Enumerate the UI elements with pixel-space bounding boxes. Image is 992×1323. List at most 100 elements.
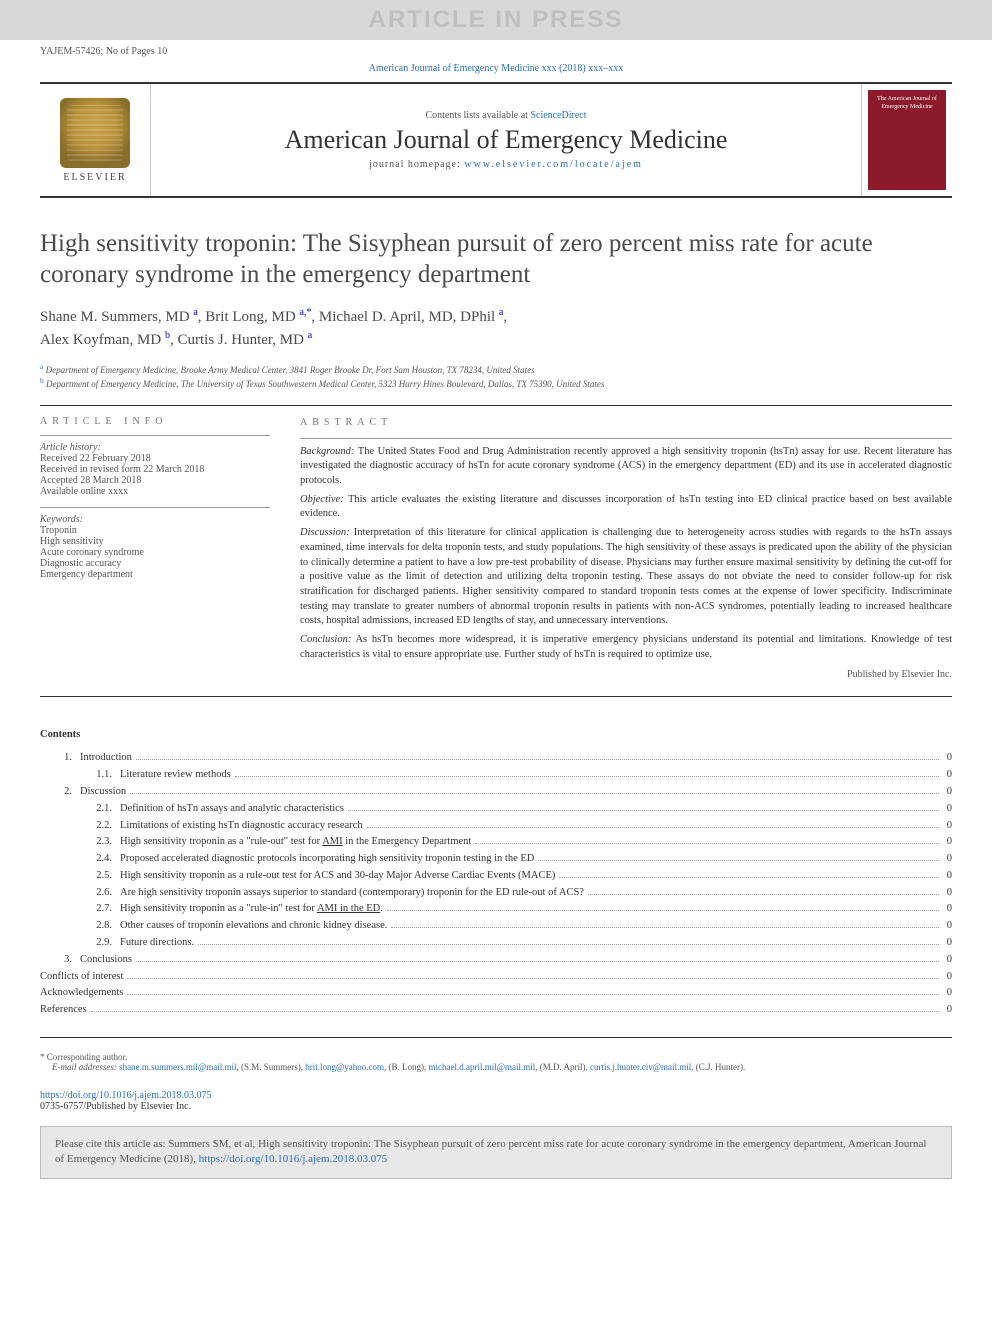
copyright-line: 0735-6757/Published by Elsevier Inc. <box>40 1101 952 1112</box>
toc-row: 2.9.Future directions.0 <box>40 935 952 952</box>
toc-text: Future directions. <box>120 935 194 952</box>
toc-row: Acknowledgements0 <box>40 985 952 1002</box>
article-info-head: ARTICLE INFO <box>40 416 270 427</box>
toc-text: Are high sensitivity troponin assays sup… <box>120 885 584 902</box>
toc-text: Acknowledgements <box>40 985 123 1002</box>
toc-text: Introduction <box>80 750 132 767</box>
toc-page: 0 <box>943 969 952 986</box>
toc-page: 0 <box>943 767 952 784</box>
toc-page: 0 <box>943 818 952 835</box>
toc-subnumber: 2.9. <box>80 935 120 952</box>
toc-page: 0 <box>943 801 952 818</box>
doi-link[interactable]: https://doi.org/10.1016/j.ajem.2018.03.0… <box>40 1090 211 1101</box>
toc-text: Other causes of troponin elevations and … <box>120 918 387 935</box>
toc-text: High sensitivity troponin as a "rule-in"… <box>120 901 383 918</box>
toc-row: 2.5.High sensitivity troponin as a rule-… <box>40 868 952 885</box>
toc-subnumber: 2.1. <box>80 801 120 818</box>
toc-leader-dots <box>391 927 938 928</box>
toc-row: 2.Discussion0 <box>40 784 952 801</box>
toc-row: References 0 <box>40 1002 952 1019</box>
abstract-objective: Objective: This article evaluates the ex… <box>300 493 952 522</box>
toc-leader-dots <box>559 877 938 878</box>
toc-row: 2.2.Limitations of existing hsTn diagnos… <box>40 818 952 835</box>
toc-row: 2.1.Definition of hsTn assays and analyt… <box>40 801 952 818</box>
abstract-background: Background: The United States Food and D… <box>300 445 952 489</box>
toc-text: Conflicts of interest <box>40 969 123 986</box>
toc-text: Definition of hsTn assays and analytic c… <box>120 801 344 818</box>
toc-page: 0 <box>943 1002 952 1019</box>
affil-link[interactable]: a <box>308 330 312 341</box>
toc-page: 0 <box>943 750 952 767</box>
running-citation: American Journal of Emergency Medicine x… <box>0 59 992 82</box>
journal-title: American Journal of Emergency Medicine <box>161 125 851 155</box>
toc-leader-dots <box>367 827 939 828</box>
journal-masthead: ELSEVIER Contents lists available at Sci… <box>40 82 952 198</box>
toc-subnumber: 2.6. <box>80 885 120 902</box>
abstract-discussion: Discussion: Interpretation of this liter… <box>300 526 952 629</box>
article-id: YAJEM-57426; No of Pages 10 <box>40 46 167 57</box>
toc-leader-dots <box>130 793 939 794</box>
article-in-press-banner: ARTICLE IN PRESS <box>0 0 992 40</box>
toc-page: 0 <box>943 885 952 902</box>
abstract-conclusion: Conclusion: As hsTn becomes more widespr… <box>300 633 952 662</box>
journal-homepage: journal homepage: www.elsevier.com/locat… <box>161 159 851 170</box>
homepage-link[interactable]: www.elsevier.com/locate/ajem <box>464 159 643 170</box>
toc-row: 3.Conclusions0 <box>40 952 952 969</box>
toc-page: 0 <box>943 851 952 868</box>
publisher-logo: ELSEVIER <box>40 84 150 196</box>
affiliation-a: a Department of Emergency Medicine, Broo… <box>40 362 952 377</box>
revised-date: Received in revised form 22 March 2018 <box>40 464 270 475</box>
citation-link[interactable]: American Journal of Emergency Medicine x… <box>369 63 623 74</box>
toc-subnumber: 2.5. <box>80 868 120 885</box>
toc-leader-dots <box>127 994 938 995</box>
toc-subnumber: 2.4. <box>80 851 120 868</box>
footnotes: * Corresponding author. E-mail addresses… <box>0 1044 992 1080</box>
keyword: High sensitivity <box>40 536 270 547</box>
citebox-doi-link[interactable]: https://doi.org/10.1016/j.ajem.2018.03.0… <box>199 1153 388 1165</box>
toc-leader-dots <box>91 1011 939 1012</box>
header-meta: YAJEM-57426; No of Pages 10 <box>0 40 992 59</box>
toc-row: 2.3.High sensitivity troponin as a "rule… <box>40 834 952 851</box>
toc-subnumber: 2.7. <box>80 901 120 918</box>
publisher-line: Published by Elsevier Inc. <box>300 668 952 682</box>
toc-page: 0 <box>943 918 952 935</box>
toc-number: 3. <box>40 952 80 969</box>
toc-row: 2.7.High sensitivity troponin as a "rule… <box>40 901 952 918</box>
toc-row: 1.Introduction0 <box>40 750 952 767</box>
affiliation-b: b Department of Emergency Medicine, The … <box>40 376 952 391</box>
divider <box>40 696 952 697</box>
journal-cover-icon: The American Journal of Emergency Medici… <box>868 90 946 190</box>
toc-number: 2. <box>40 784 80 801</box>
keyword: Diagnostic accuracy <box>40 558 270 569</box>
divider <box>40 1037 952 1038</box>
toc-text: High sensitivity troponin as a "rule-out… <box>120 834 471 851</box>
contents-heading: Contents <box>40 729 952 740</box>
keywords-label: Keywords: <box>40 507 270 525</box>
divider <box>40 405 952 406</box>
history-label: Article history: <box>40 442 270 453</box>
toc-row: 2.6.Are high sensitivity troponin assays… <box>40 885 952 902</box>
toc-leader-dots <box>198 944 939 945</box>
toc-text: References <box>40 1002 87 1019</box>
toc-row: 1.1.Literature review methods0 <box>40 767 952 784</box>
contents-available: Contents lists available at ScienceDirec… <box>161 110 851 121</box>
toc-leader-dots <box>387 910 939 911</box>
toc-text: Proposed accelerated diagnostic protocol… <box>120 851 534 868</box>
email-link[interactable]: michael.d.april.mil@mail.mil <box>429 1062 536 1072</box>
toc-leader-dots <box>538 860 938 861</box>
table-of-contents: 1.Introduction01.1.Literature review met… <box>40 750 952 1019</box>
email-link[interactable]: brit.long@yahoo.com <box>305 1062 384 1072</box>
elsevier-tree-icon <box>60 98 130 168</box>
toc-subnumber: 2.8. <box>80 918 120 935</box>
sciencedirect-link[interactable]: ScienceDirect <box>530 110 586 121</box>
toc-leader-dots <box>348 810 939 811</box>
toc-leader-dots <box>588 894 939 895</box>
article-title: High sensitivity troponin: The Sisyphean… <box>40 228 952 291</box>
toc-leader-dots <box>235 776 939 777</box>
email-link[interactable]: shane.m.summers.mil@mail.mil <box>119 1062 236 1072</box>
author-list: Shane M. Summers, MD a, Brit Long, MD a,… <box>40 305 952 352</box>
email-link[interactable]: curtis.j.hunter.civ@mail.mil <box>590 1062 691 1072</box>
toc-subnumber: 2.3. <box>80 834 120 851</box>
toc-page: 0 <box>943 901 952 918</box>
toc-subnumber: 1.1. <box>80 767 120 784</box>
